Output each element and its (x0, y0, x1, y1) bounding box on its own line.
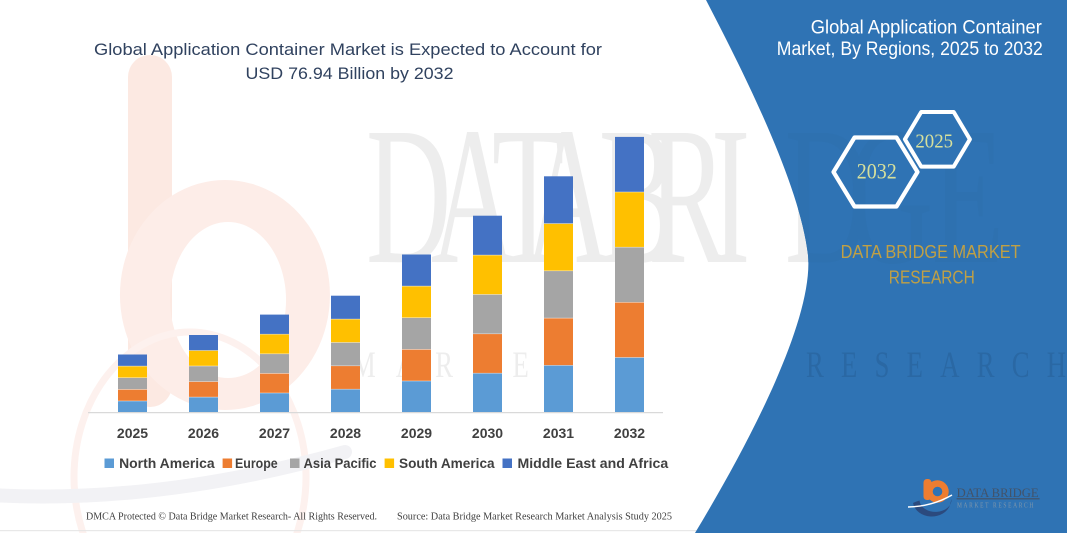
svg-text:MARKET RESEARCH: MARKET RESEARCH (957, 501, 1035, 510)
svg-text:2029: 2029 (401, 425, 432, 441)
svg-text:Europe: Europe (235, 455, 278, 471)
svg-text:RESEARCH: RESEARCH (889, 267, 975, 287)
svg-text:Global Application Container: Global Application Container (811, 18, 1043, 39)
svg-text:Asia Pacific: Asia Pacific (304, 455, 377, 471)
svg-text:Market, By Regions, 2025 to 20: Market, By Regions, 2025 to 2032 (777, 39, 1043, 60)
svg-text:2027: 2027 (259, 425, 290, 441)
svg-text:Middle East and Africa: Middle East and Africa (518, 455, 669, 471)
svg-text:Source: Data Bridge Market Res: Source: Data Bridge Market Research Mark… (397, 511, 672, 523)
svg-text:South America: South America (399, 455, 495, 471)
svg-text:DMCA Protected © Data Bridge M: DMCA Protected © Data Bridge Market Rese… (86, 511, 377, 523)
svg-text:Global Application Container M: Global Application Container Market is E… (94, 40, 602, 59)
svg-text:2025: 2025 (117, 425, 148, 441)
svg-text:RESEARCH: RESEARCH (806, 344, 1067, 385)
svg-text:2026: 2026 (188, 425, 219, 441)
svg-text:2031: 2031 (543, 425, 574, 441)
svg-text:2025: 2025 (915, 130, 953, 152)
svg-text:2032: 2032 (857, 159, 897, 184)
svg-text:DATA BRIDGE: DATA BRIDGE (957, 485, 1039, 500)
svg-text:USD 76.94 Billion by 2032: USD 76.94 Billion by 2032 (246, 64, 454, 83)
svg-text:MARKET: MARKET (352, 344, 585, 385)
svg-text:North America: North America (119, 455, 215, 471)
svg-text:DATA BRIDGE MARKET: DATA BRIDGE MARKET (841, 242, 1021, 262)
svg-text:2032: 2032 (614, 425, 645, 441)
svg-text:2030: 2030 (472, 425, 503, 441)
svg-text:2028: 2028 (330, 425, 361, 441)
